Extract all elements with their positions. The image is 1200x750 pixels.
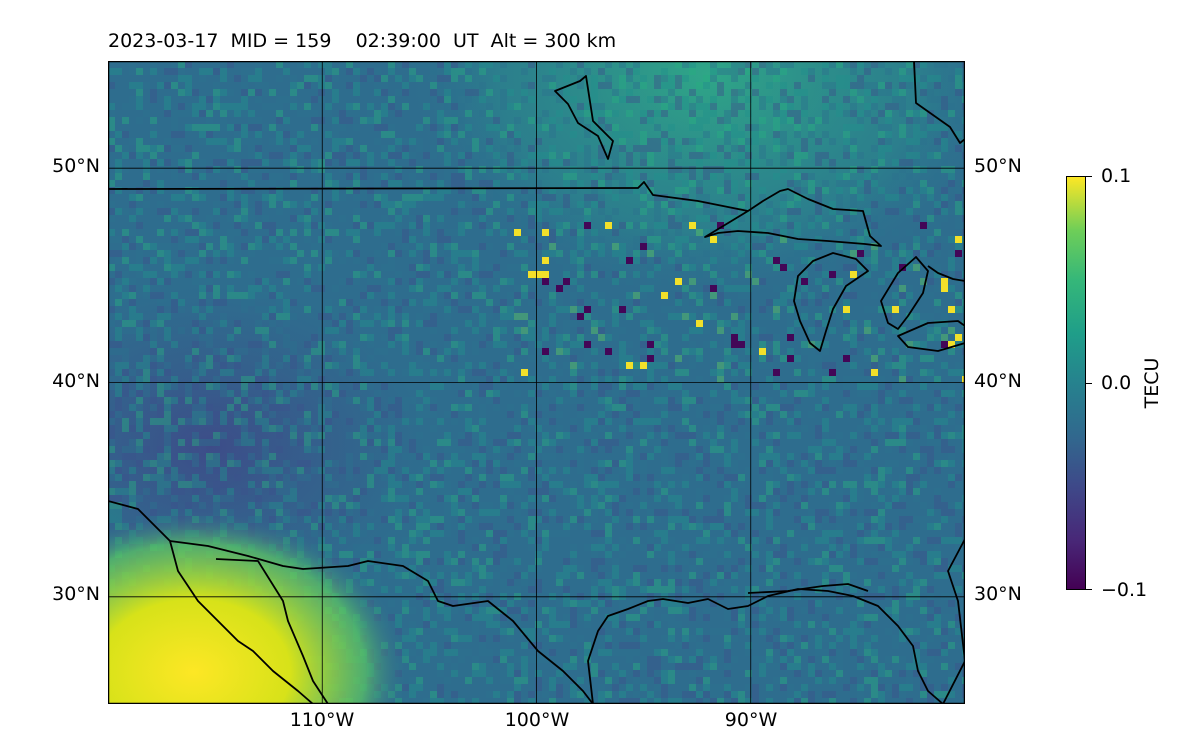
coastlines	[108, 61, 965, 704]
colorbar-tick-bottom	[1086, 589, 1092, 590]
lake-erie-ontario	[897, 320, 965, 352]
colorbar-label-max: 0.1	[1101, 165, 1132, 187]
map-title: 2023-03-17 MID = 159 02:39:00 UT Alt = 3…	[108, 30, 616, 52]
mexico-pacific-coast	[108, 500, 314, 704]
title-date: 2023-03-17	[108, 30, 219, 52]
colorbar	[1066, 176, 1086, 590]
james-bay-island	[554, 75, 614, 160]
lon-label-90w: 90°W	[724, 709, 778, 731]
hudson-bay-coast	[913, 61, 965, 144]
lake-superior	[704, 188, 882, 247]
lat-label-left-40: 40°N	[52, 370, 100, 392]
lon-label-100w: 100°W	[504, 709, 570, 731]
tec-map	[108, 61, 965, 704]
lat-label-right-50: 50°N	[974, 155, 1022, 177]
baja-gulf-east	[169, 540, 594, 704]
lat-label-right-40: 40°N	[974, 370, 1022, 392]
gulf-coast	[587, 588, 944, 704]
colorbar-label-min: −0.1	[1101, 579, 1148, 601]
florida-panhandle	[747, 583, 869, 594]
atlantic-coast	[942, 538, 965, 704]
title-mid: MID = 159	[230, 30, 332, 52]
lon-label-110w: 110°W	[289, 709, 355, 731]
title-time: 02:39:00 UT	[355, 30, 479, 52]
map-border	[108, 61, 965, 704]
colorbar-tick-top	[1086, 176, 1092, 177]
lat-label-right-30: 30°N	[974, 583, 1022, 605]
graticule	[108, 61, 965, 704]
colorbar-tick-mid	[1086, 383, 1092, 384]
lake-michigan	[793, 252, 869, 352]
lat-label-left-50: 50°N	[52, 155, 100, 177]
title-alt: Alt = 300 km	[490, 30, 617, 52]
colorbar-label-zero: 0.0	[1101, 372, 1132, 394]
colorbar-title: TECU	[1141, 357, 1163, 409]
tec-map-canvas	[108, 61, 965, 704]
baja-peninsula	[215, 558, 329, 704]
great-lakes-east	[927, 265, 965, 282]
lat-label-left-30: 30°N	[52, 583, 100, 605]
lake-huron	[880, 256, 929, 330]
us-canada-border	[108, 181, 749, 212]
